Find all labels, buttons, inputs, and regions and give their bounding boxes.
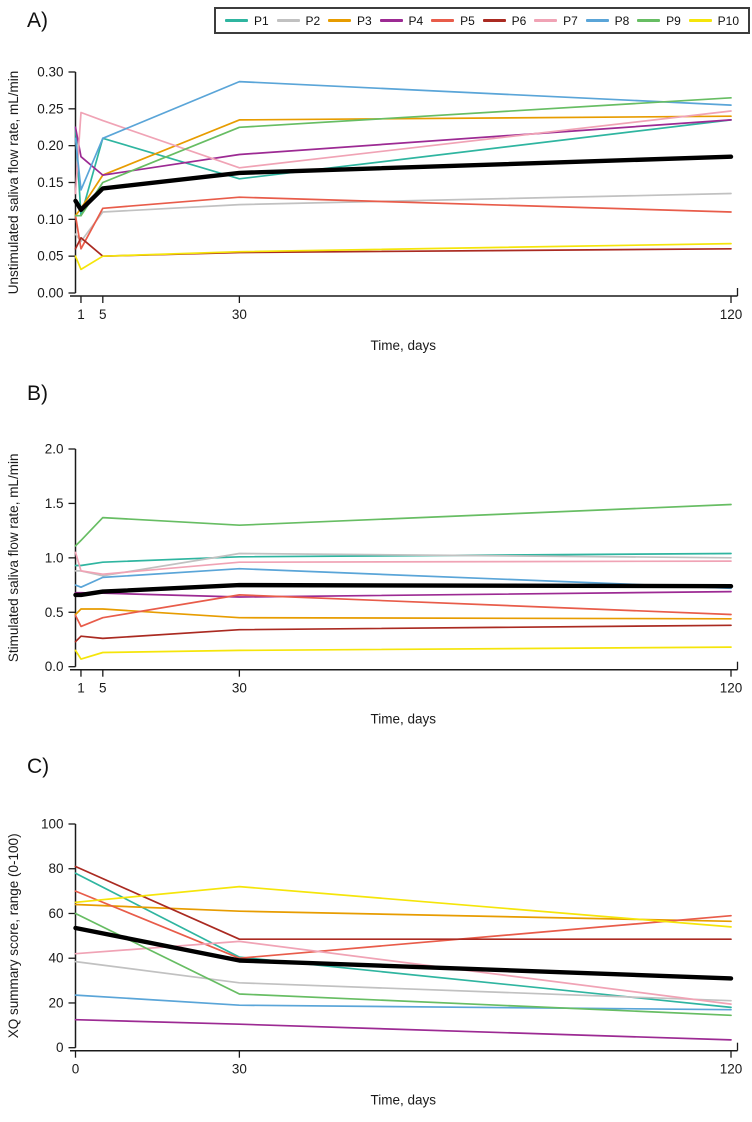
legend-label: P2 xyxy=(305,13,321,28)
legend-item-p7: P7 xyxy=(534,15,578,27)
y-tick-label: 80 xyxy=(48,861,63,876)
series-line-p10 xyxy=(74,885,732,928)
legend-line-swatch xyxy=(534,19,558,22)
x-tick-label: 120 xyxy=(720,1062,743,1077)
y-tick-label: 0.0 xyxy=(45,659,64,674)
legend: P1 P2 P3 P4 P5 P6 P7 P8 P9 P10 xyxy=(214,7,750,34)
y-tick-label: 2.0 xyxy=(45,442,64,457)
y-axis-title: XQ summary score, range (0-100) xyxy=(6,833,21,1038)
series-line-p3 xyxy=(74,608,732,620)
legend-line-swatch xyxy=(225,19,248,22)
y-tick-label: 60 xyxy=(48,906,63,921)
chart-b-stimulated-saliva-flow: 0.0 0.5 1.0 1.5 2.0 1 5 30 120 Time, days Stimulat… xyxy=(6,442,743,727)
y-tick-label: 0.25 xyxy=(37,101,63,116)
series-line-p8 xyxy=(74,567,732,590)
legend-line-swatch xyxy=(688,19,712,22)
x-tick-label: 1 xyxy=(77,307,85,322)
chart-a-unstimulated-saliva-flow: 0.00 0.05 0.10 0.15 0.20 0.25 0.30 1 5 30 120 Time,… xyxy=(6,65,743,354)
legend-label: P5 xyxy=(460,13,475,28)
series-line-p7 xyxy=(74,940,732,1005)
series-line-p9 xyxy=(74,96,732,217)
x-axis-title: Time, days xyxy=(370,712,436,727)
panel-label-c: C) xyxy=(27,755,50,778)
series-line-p7 xyxy=(74,110,732,195)
legend-label: P6 xyxy=(511,13,527,28)
legend-label: P10 xyxy=(717,13,739,28)
legend-item-p2: P2 xyxy=(276,13,321,28)
series-line-p5 xyxy=(74,594,732,628)
legend-line-swatch xyxy=(276,19,300,22)
legend-label: P1 xyxy=(254,13,269,28)
legend-item-p6: P6 xyxy=(482,13,527,28)
y-tick-label: 1.0 xyxy=(45,550,64,565)
y-tick-label: 20 xyxy=(48,995,63,1010)
series-line-p9 xyxy=(74,503,732,547)
x-tick-label: 30 xyxy=(232,307,247,322)
y-tick-label: 0.00 xyxy=(37,286,63,301)
legend-label: P7 xyxy=(563,13,578,28)
series-line-p10 xyxy=(74,242,732,271)
legend-line-swatch xyxy=(431,19,455,22)
series-line-p10 xyxy=(74,646,732,660)
y-tick-label: 0.30 xyxy=(37,65,63,80)
series-line-p2 xyxy=(74,960,732,1002)
x-tick-label: 5 xyxy=(99,681,107,696)
series-line-p1 xyxy=(74,872,732,1009)
legend-item-p9: P9 xyxy=(637,15,681,27)
series-line-p8 xyxy=(74,80,732,191)
legend-item-p5: P5 xyxy=(431,15,475,27)
x-tick-label: 120 xyxy=(720,681,743,696)
x-axis-title: Time, days xyxy=(370,338,436,353)
y-tick-label: 40 xyxy=(48,951,63,966)
legend-line-swatch xyxy=(585,19,609,22)
legend-line-swatch xyxy=(328,19,352,22)
x-tick-label: 30 xyxy=(232,1062,247,1077)
x-tick-label: 5 xyxy=(99,307,107,322)
y-axis-title: Unstimulated saliva flow rate, mL/min xyxy=(6,71,21,295)
x-axis-title: Time, days xyxy=(370,1093,436,1108)
x-tick-label: 1 xyxy=(77,681,85,696)
panel-label-a: A) xyxy=(27,9,48,32)
legend-line-swatch xyxy=(482,19,506,22)
series-line-p5 xyxy=(74,196,732,250)
series-line-p7 xyxy=(74,551,732,576)
legend-item-p1: P1 xyxy=(225,15,269,27)
panel-label-b: B) xyxy=(27,382,48,405)
y-tick-label: 0 xyxy=(56,1040,64,1055)
y-tick-label: 0.20 xyxy=(37,138,63,153)
y-tick-label: 0.10 xyxy=(37,212,63,227)
legend-item-p3: P3 xyxy=(328,15,372,27)
legend-label: P3 xyxy=(357,13,372,28)
legend-label: P4 xyxy=(408,13,424,28)
y-tick-label: 0.5 xyxy=(45,605,64,620)
legend-label: P8 xyxy=(614,13,630,28)
series-line-p5 xyxy=(74,890,732,960)
legend-item-p8: P8 xyxy=(585,13,630,28)
series-line-p6 xyxy=(74,865,732,941)
legend-item-p4: P4 xyxy=(379,13,424,28)
series-line-p6 xyxy=(74,624,732,643)
series-line-mean xyxy=(73,925,734,981)
series-line-p2 xyxy=(74,192,732,243)
series-line-p4 xyxy=(74,1018,732,1041)
x-tick-label: 30 xyxy=(232,681,247,696)
y-tick-label: 1.5 xyxy=(45,496,64,511)
series-line-p3 xyxy=(74,903,732,923)
y-tick-label: 0.15 xyxy=(37,175,63,190)
x-tick-label: 120 xyxy=(720,307,743,322)
series-line-mean xyxy=(73,582,734,598)
series-line-p2 xyxy=(74,552,732,577)
legend-line-swatch xyxy=(637,19,661,22)
legend-item-p10: P10 xyxy=(688,13,739,28)
y-tick-label: 0.05 xyxy=(37,249,63,264)
y-tick-label: 100 xyxy=(41,817,64,832)
y-axis-title: Stimulated saliva flow rate, mL/min xyxy=(6,454,21,663)
series-line-p4 xyxy=(74,590,732,598)
legend-label: P9 xyxy=(666,13,681,28)
legend-line-swatch xyxy=(379,19,403,22)
x-tick-label: 0 xyxy=(72,1062,80,1077)
series-line-mean xyxy=(73,154,734,213)
chart-c-xq-summary-score: 0 20 40 60 80 100 0 30 120 Time, days XQ summary s… xyxy=(6,817,743,1108)
